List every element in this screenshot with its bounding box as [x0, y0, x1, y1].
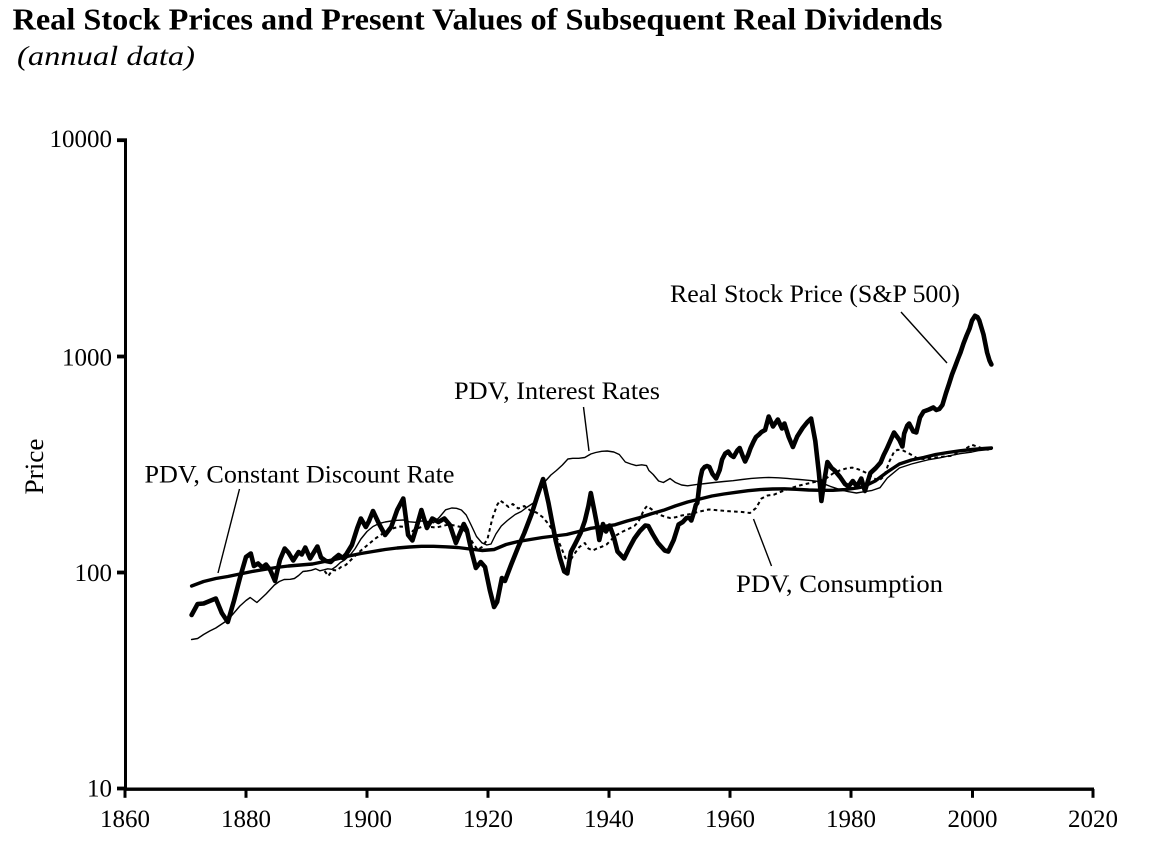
svg-text:1980: 1980 — [826, 806, 876, 833]
svg-text:(annual data): (annual data) — [17, 40, 195, 71]
svg-text:Real Stock Price (S&P 500): Real Stock Price (S&P 500) — [670, 281, 960, 308]
svg-text:1960: 1960 — [705, 806, 755, 833]
svg-text:1860: 1860 — [100, 806, 150, 833]
svg-text:PDV, Interest Rates: PDV, Interest Rates — [454, 378, 660, 405]
svg-text:1940: 1940 — [584, 806, 634, 833]
svg-text:100: 100 — [75, 560, 113, 587]
svg-text:Real Stock Prices and Present: Real Stock Prices and Present Values of … — [13, 2, 943, 36]
svg-text:2000: 2000 — [948, 806, 998, 833]
svg-text:Price: Price — [20, 439, 49, 495]
svg-text:1880: 1880 — [221, 806, 271, 833]
svg-text:1900: 1900 — [342, 806, 392, 833]
svg-text:2020: 2020 — [1068, 806, 1118, 833]
svg-text:1920: 1920 — [463, 806, 513, 833]
svg-text:PDV, Consumption: PDV, Consumption — [736, 571, 944, 598]
svg-text:1000: 1000 — [62, 345, 112, 372]
svg-text:PDV, Constant Discount Rate: PDV, Constant Discount Rate — [145, 462, 455, 489]
svg-text:10: 10 — [87, 775, 112, 802]
svg-text:10000: 10000 — [50, 126, 113, 153]
